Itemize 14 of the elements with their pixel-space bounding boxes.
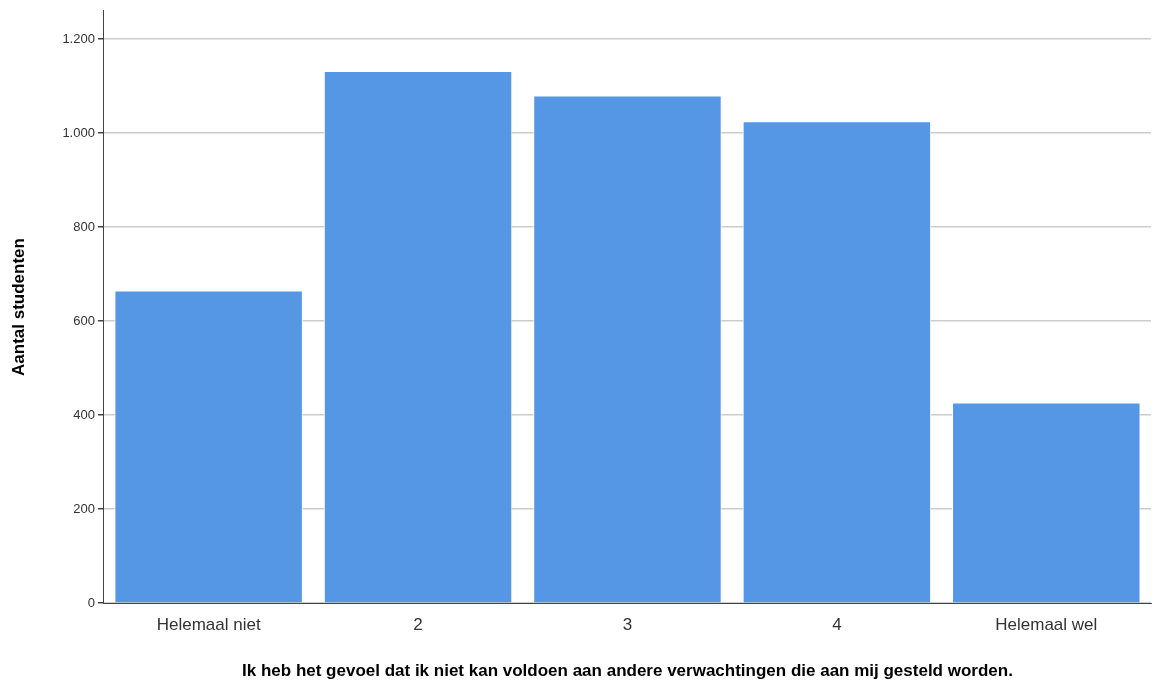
x-tick-label: 4 — [832, 615, 842, 635]
x-tick-label: 3 — [622, 615, 633, 635]
x-tick-label: Helemaal wel — [995, 615, 1098, 635]
y-tick-label: 800 — [73, 218, 95, 234]
y-axis-title: Aantal studenten — [8, 238, 28, 376]
x-axis-title: Ik heb het gevoel dat ik niet kan voldoen aan andere verwachtingen die aan mij gesteld worden. — [242, 661, 1013, 681]
y-tick-label: 600 — [73, 312, 95, 328]
y-tick-label: 0 — [87, 594, 95, 610]
y-tick-label: 400 — [73, 406, 95, 422]
y-tick-label: 200 — [73, 500, 95, 516]
x-tick-label: Helemaal niet — [156, 615, 261, 635]
x-tick-label: 2 — [413, 615, 423, 635]
y-tick-label: 1.200 — [62, 30, 95, 46]
y-tick-label: 1.000 — [62, 124, 95, 140]
